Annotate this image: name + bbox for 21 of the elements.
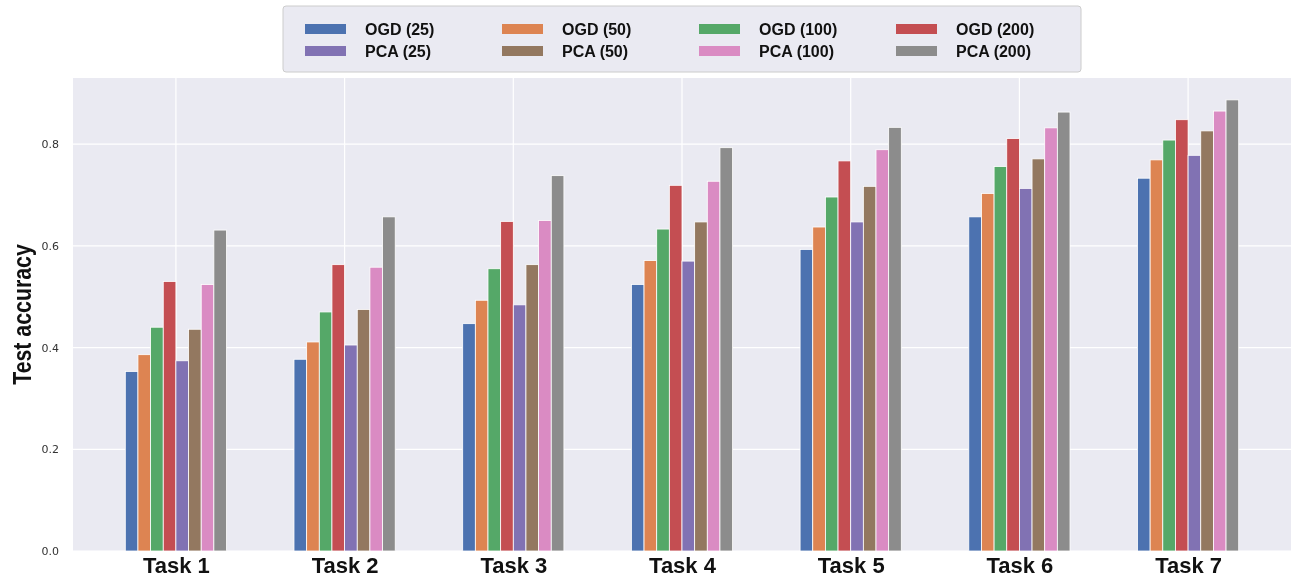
- y-tick-label: 0.8: [41, 138, 59, 152]
- legend-label: OGD (200): [956, 21, 1035, 38]
- y-tick-label: 0.4: [41, 341, 59, 355]
- legend-label: OGD (50): [562, 21, 632, 38]
- x-tick-label: Task 2: [311, 552, 379, 578]
- legend-label: PCA (50): [562, 43, 629, 60]
- y-tick-label: 0.6: [41, 239, 59, 253]
- x-tick-label: Task 3: [480, 552, 548, 578]
- x-tick-label: Task 4: [649, 552, 717, 578]
- legend-label: PCA (200): [956, 43, 1031, 60]
- x-tick-label: Task 1: [142, 552, 210, 578]
- legend-label: OGD (25): [365, 21, 435, 38]
- x-tick-label: Task 7: [1155, 552, 1223, 578]
- y-tick-label: 0.2: [41, 443, 59, 457]
- y-axis-title: Test accuracy: [6, 243, 37, 385]
- x-tick-label: Task 6: [986, 552, 1054, 578]
- legend-label: OGD (100): [759, 21, 838, 38]
- legend-label: PCA (25): [365, 43, 432, 60]
- legend-label: PCA (100): [759, 43, 834, 60]
- x-tick-label: Task 5: [817, 552, 885, 578]
- y-tick-label: 0.0: [41, 545, 59, 559]
